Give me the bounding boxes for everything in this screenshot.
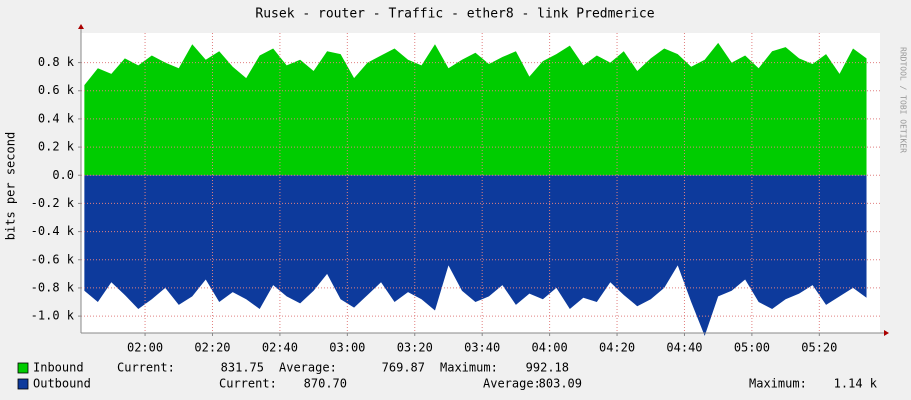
- legend-stat-label: Current:: [117, 361, 175, 375]
- legend-stat-label: Current:: [219, 377, 277, 391]
- legend-stat-value: 803.09: [539, 377, 582, 391]
- legend-label: Inbound: [33, 361, 84, 375]
- legend-stat-value: 992.18: [526, 361, 569, 375]
- legend-stat-value: 1.14 k: [834, 377, 878, 391]
- x-tick-label: 02:00: [127, 341, 163, 355]
- legend-stat-label: Maximum:: [749, 377, 807, 391]
- legend-swatch: [17, 362, 29, 374]
- y-tick-label: 0.6 k: [38, 83, 75, 97]
- x-tick-label: 03:00: [329, 341, 365, 355]
- y-tick-label: -0.6 k: [31, 252, 75, 266]
- x-tick-label: 04:40: [666, 341, 702, 355]
- x-tick-label: 03:20: [397, 341, 433, 355]
- x-tick-label: 02:20: [194, 341, 230, 355]
- x-tick-label: 02:40: [262, 341, 298, 355]
- y-tick-label: -1.0 k: [31, 309, 75, 323]
- legend-stat-label: Average:: [279, 361, 337, 375]
- y-axis-arrow: [78, 24, 84, 29]
- legend-stat-value: 831.75: [221, 361, 264, 375]
- y-tick-label: 0.2 k: [38, 140, 75, 154]
- y-tick-label: -0.4 k: [31, 224, 75, 238]
- chart-title: Rusek - router - Traffic - ether8 - link…: [255, 7, 654, 22]
- legend-stat-label: Maximum:: [440, 361, 498, 375]
- x-tick-label: 04:00: [532, 341, 568, 355]
- legend-stat-value: 769.87: [382, 361, 425, 375]
- x-tick-label: 05:00: [734, 341, 770, 355]
- x-tick-label: 05:20: [801, 341, 837, 355]
- y-tick-label: -0.2 k: [31, 196, 75, 210]
- legend-label: Outbound: [33, 377, 91, 391]
- legend-stat-value: 870.70: [304, 377, 347, 391]
- y-axis-label: bits per second: [4, 132, 18, 240]
- y-tick-label: -0.8 k: [31, 280, 75, 294]
- y-tick-label: 0.8 k: [38, 55, 75, 69]
- x-tick-label: 04:20: [599, 341, 635, 355]
- legend-stat-label: Average:: [483, 377, 541, 391]
- y-tick-label: 0.0: [52, 168, 74, 182]
- x-tick-label: 03:40: [464, 341, 500, 355]
- y-tick-label: 0.4 k: [38, 111, 75, 125]
- x-axis-arrow: [884, 330, 889, 336]
- legend-swatch: [17, 378, 29, 390]
- watermark: RRDTOOL / TOBI OETIKER: [899, 47, 908, 153]
- series-area: [84, 175, 867, 336]
